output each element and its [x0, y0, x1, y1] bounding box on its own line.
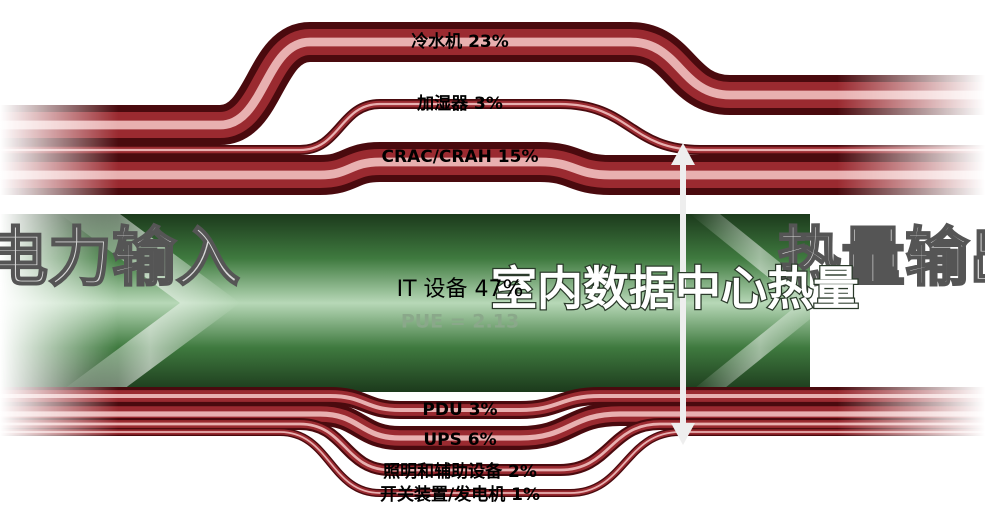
- flow-label: 照明和辅助设备 2%: [383, 461, 537, 482]
- flow-label: UPS 6%: [423, 430, 496, 450]
- flow-label: 加湿器 3%: [416, 94, 503, 114]
- heat-label: 室内数据中心热量: [491, 262, 859, 316]
- heat-arrow: [671, 143, 695, 445]
- pue-label: PUE = 2.13: [401, 311, 519, 333]
- pipe: [0, 418, 985, 476]
- pipe: [0, 402, 985, 450]
- pipe: [0, 21, 985, 145]
- pipe-highlight: [0, 411, 985, 441]
- flow-pipes: [0, 21, 985, 497]
- input-label: 电力输入: [0, 222, 240, 296]
- flow-label: CRAC/CRAH 15%: [382, 147, 539, 167]
- flow-label: 开关装置/发电机 1%: [380, 484, 540, 505]
- it-label: IT 设备 47%: [397, 277, 524, 302]
- pipe: [0, 142, 985, 195]
- output-label: 热量输出: [777, 222, 985, 296]
- it-band: [0, 214, 830, 392]
- pipe-highlight: [0, 37, 985, 130]
- pipe: [0, 99, 985, 155]
- pipes: [0, 21, 985, 497]
- pipe-highlight: [0, 394, 985, 412]
- pipe-highlight: [0, 422, 985, 472]
- pipe-highlight: [0, 157, 985, 180]
- flow-label: PDU 3%: [422, 400, 497, 420]
- flow-label: 冷水机 23%: [411, 31, 509, 52]
- pipe: [0, 428, 985, 497]
- pipe: [0, 387, 985, 419]
- pipe-highlight: [0, 431, 985, 494]
- pipe-highlight: [0, 102, 985, 152]
